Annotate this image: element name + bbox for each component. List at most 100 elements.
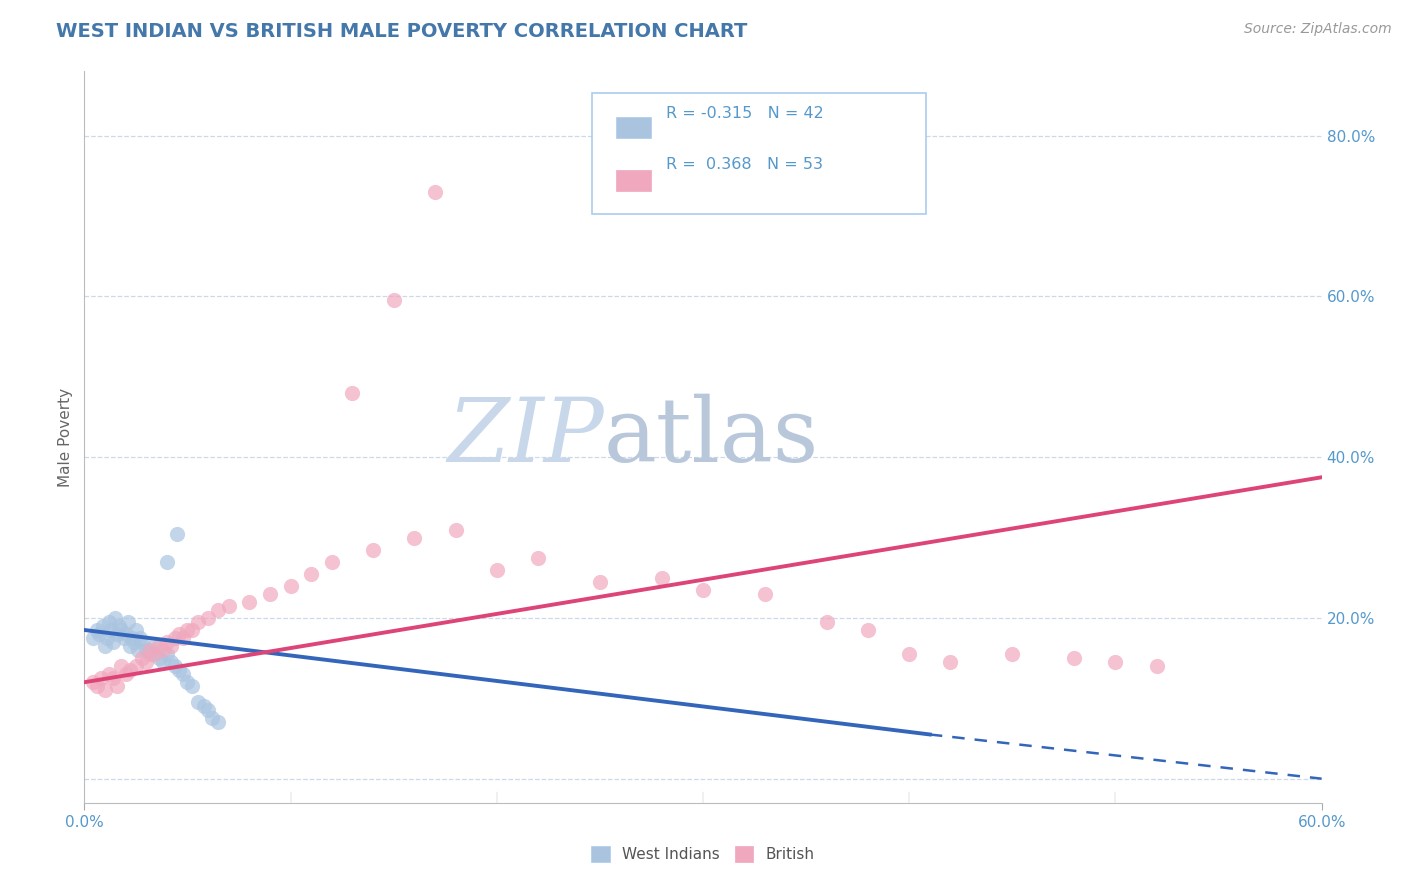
Point <box>187 695 209 709</box>
Point <box>197 703 219 717</box>
Point <box>82 675 104 690</box>
Point <box>898 647 921 661</box>
Point <box>152 643 174 657</box>
Point <box>160 639 183 653</box>
Text: Source: ZipAtlas.com: Source: ZipAtlas.com <box>1244 22 1392 37</box>
Point <box>94 639 117 653</box>
Point <box>118 663 141 677</box>
Point <box>180 679 202 693</box>
Point <box>86 679 108 693</box>
Point <box>444 523 467 537</box>
Point <box>131 651 153 665</box>
Point <box>94 683 117 698</box>
Point <box>87 627 110 641</box>
Point <box>135 643 157 657</box>
Point <box>139 647 162 661</box>
Point <box>166 526 188 541</box>
Point <box>131 635 153 649</box>
Point <box>527 550 550 565</box>
Point <box>82 631 104 645</box>
Point <box>1104 655 1126 669</box>
Point <box>172 631 194 645</box>
Point <box>165 659 187 673</box>
Point <box>176 675 198 690</box>
Point <box>129 631 152 645</box>
Point <box>104 611 127 625</box>
Point <box>105 627 128 641</box>
Point <box>342 385 364 400</box>
Point <box>114 667 136 681</box>
Point <box>856 623 879 637</box>
Point <box>125 623 148 637</box>
Point <box>156 647 179 661</box>
Point <box>98 667 121 681</box>
Point <box>143 647 166 661</box>
FancyBboxPatch shape <box>592 94 925 214</box>
Point <box>382 293 405 308</box>
Text: atlas: atlas <box>605 393 820 481</box>
Point <box>160 655 183 669</box>
Point <box>423 185 446 199</box>
Point <box>167 663 190 677</box>
Point <box>114 627 136 641</box>
Point <box>299 566 322 581</box>
Point <box>180 623 202 637</box>
Point <box>176 623 198 637</box>
Point <box>259 587 281 601</box>
Point <box>125 659 148 673</box>
Point <box>86 623 108 637</box>
Point <box>1001 647 1024 661</box>
Point <box>201 711 224 725</box>
Point <box>939 655 962 669</box>
Text: ZIP: ZIP <box>447 393 605 481</box>
Point <box>118 639 141 653</box>
Point <box>148 639 170 653</box>
Point <box>100 623 122 637</box>
Point <box>207 603 229 617</box>
Point <box>110 659 132 673</box>
Legend: West Indians, British: West Indians, British <box>585 840 821 868</box>
Point <box>651 571 673 585</box>
Point <box>172 667 194 681</box>
Point <box>207 715 229 730</box>
Text: WEST INDIAN VS BRITISH MALE POVERTY CORRELATION CHART: WEST INDIAN VS BRITISH MALE POVERTY CORR… <box>56 22 748 41</box>
Point <box>197 611 219 625</box>
Point <box>112 631 135 645</box>
Bar <box>616 170 651 191</box>
Point <box>361 542 384 557</box>
Point <box>96 631 118 645</box>
Point <box>1063 651 1085 665</box>
Point <box>167 627 190 641</box>
Point <box>127 643 149 657</box>
Point <box>238 595 260 609</box>
Point <box>404 531 426 545</box>
Y-axis label: Male Poverty: Male Poverty <box>58 387 73 487</box>
Point <box>90 671 112 685</box>
Point <box>692 582 714 597</box>
Point <box>156 555 179 569</box>
Text: R = -0.315   N = 42: R = -0.315 N = 42 <box>666 106 824 120</box>
Point <box>110 623 132 637</box>
Point <box>121 631 143 645</box>
Text: R =  0.368   N = 53: R = 0.368 N = 53 <box>666 157 823 172</box>
Point <box>103 671 125 685</box>
Point <box>108 619 131 633</box>
Point <box>148 651 170 665</box>
Point <box>187 615 209 629</box>
Point <box>1146 659 1168 673</box>
Point <box>98 615 121 629</box>
Point <box>156 635 179 649</box>
Point <box>165 631 187 645</box>
Point <box>485 563 508 577</box>
Point <box>105 679 128 693</box>
Point <box>139 643 162 657</box>
Point <box>815 615 838 629</box>
Point <box>91 619 114 633</box>
Point <box>103 635 125 649</box>
Point <box>143 639 166 653</box>
Point <box>280 579 302 593</box>
Point <box>218 599 240 613</box>
Point <box>122 635 145 649</box>
Point <box>589 574 612 589</box>
Point <box>152 655 174 669</box>
